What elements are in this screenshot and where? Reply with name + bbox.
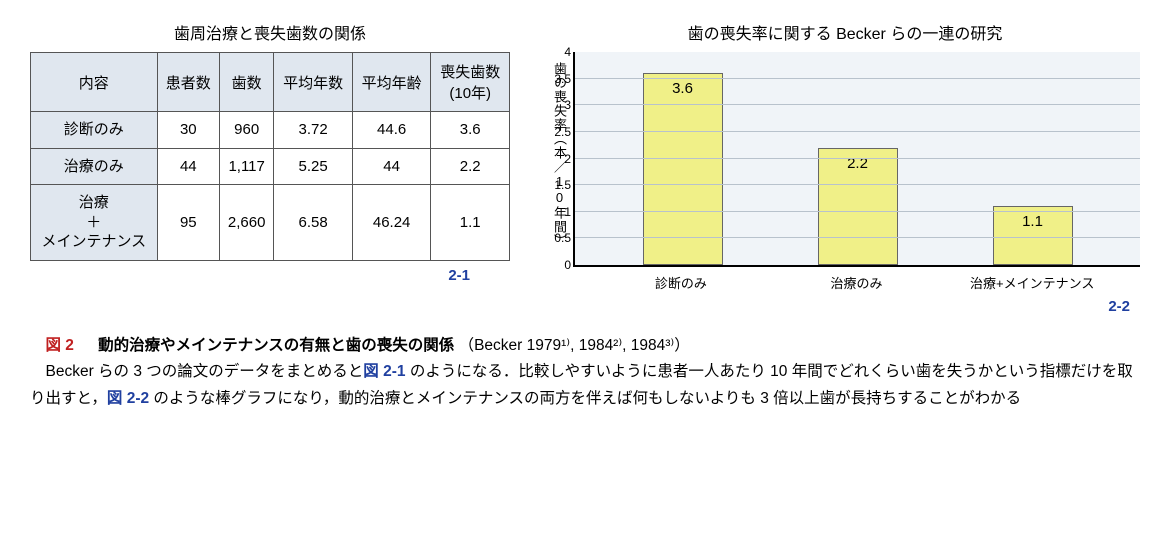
table-row-label: 診断のみ	[31, 112, 158, 149]
chart-xaxis: 診断のみ治療のみ治療+メインテナンス	[573, 267, 1140, 292]
table-row: 診断のみ309603.7244.63.6	[31, 112, 510, 149]
chart-ytick: 0	[541, 258, 571, 272]
chart-xtick: 治療+メインテナンス	[944, 273, 1120, 292]
chart-bar: 2.2	[818, 148, 898, 265]
chart-ylabel: 歯の喪失率（本／10年間）	[550, 52, 573, 292]
chart-grid: 3.62.21.1 00.511.522.533.54	[573, 52, 1140, 267]
chart-bar-label: 3.6	[644, 80, 722, 97]
table-cell: 46.24	[352, 185, 431, 261]
caption-body-pre: Becker らの 3 つの論文のデータをまとめると	[46, 363, 364, 380]
table-header-cell: 平均年齢	[352, 53, 431, 112]
table-header-cell: 内容	[31, 53, 158, 112]
table-title: 歯周治療と喪失歯数の関係	[30, 20, 510, 44]
chart-gridline	[575, 104, 1140, 105]
caption-figno: 図 2	[46, 337, 74, 354]
chart-ytick: 1.5	[541, 178, 571, 192]
chart-xtick: 診断のみ	[593, 273, 769, 292]
figure-caption: 図 2 動的治療やメインテナンスの有無と歯の喪失の関係 （Becker 1979…	[30, 333, 1140, 412]
table-sublabel: 2-1	[30, 267, 510, 284]
table-cell: 6.58	[274, 185, 353, 261]
chart-bars: 3.6 2.2 1.1	[575, 52, 1140, 265]
table-cell: 2,660	[219, 185, 273, 261]
chart-gridline	[575, 237, 1140, 238]
chart-gridline	[575, 184, 1140, 185]
caption-refs: （Becker 1979¹⁾, 1984²⁾, 1984³⁾）	[459, 337, 690, 354]
table-header-cell: 喪失歯数 (10年)	[431, 53, 510, 112]
chart-ytick: 1	[541, 205, 571, 219]
chart-ytick: 3	[541, 98, 571, 112]
table-cell: 3.72	[274, 112, 353, 149]
chart-ytick: 3.5	[541, 72, 571, 86]
table-header-cell: 患者数	[157, 53, 219, 112]
chart-ytick: 0.5	[541, 231, 571, 245]
chart-bar: 1.1	[993, 206, 1073, 265]
caption-figref-1: 図 2-1	[363, 363, 405, 380]
table-cell: 44	[157, 148, 219, 185]
chart-gridline	[575, 211, 1140, 212]
table-cell: 1.1	[431, 185, 510, 261]
caption-title: 動的治療やメインテナンスの有無と歯の喪失の関係	[98, 337, 454, 354]
table-cell: 30	[157, 112, 219, 149]
chart-ytick: 2.5	[541, 125, 571, 139]
caption-body-post: のような棒グラフになり，動的治療とメインテナンスの両方を伴えば何もしないよりも …	[149, 390, 1021, 407]
caption-figref-2: 図 2-2	[107, 390, 149, 407]
data-table: 内容患者数歯数平均年数平均年齢喪失歯数 (10年) 診断のみ309603.724…	[30, 52, 510, 261]
chart-sublabel: 2-2	[550, 298, 1140, 315]
table-cell: 44	[352, 148, 431, 185]
table-panel: 歯周治療と喪失歯数の関係 内容患者数歯数平均年数平均年齢喪失歯数 (10年) 診…	[30, 20, 510, 284]
chart-xtick: 治療のみ	[769, 273, 945, 292]
table-cell: 1,117	[219, 148, 273, 185]
chart-title: 歯の喪失率に関する Becker らの一連の研究	[550, 20, 1140, 44]
table-cell: 5.25	[274, 148, 353, 185]
chart-ytick: 4	[541, 45, 571, 59]
table-header-cell: 平均年数	[274, 53, 353, 112]
chart-bar: 3.6	[643, 73, 723, 265]
table-row-label: 治療 ＋ メインテナンス	[31, 185, 158, 261]
chart-gridline	[575, 158, 1140, 159]
table-cell: 95	[157, 185, 219, 261]
chart-bar-label: 1.1	[994, 213, 1072, 230]
table-cell: 2.2	[431, 148, 510, 185]
table-row-label: 治療のみ	[31, 148, 158, 185]
plot-area: 3.62.21.1 00.511.522.533.54 診断のみ治療のみ治療+メ…	[573, 52, 1140, 292]
figure-panels: 歯周治療と喪失歯数の関係 内容患者数歯数平均年数平均年齢喪失歯数 (10年) 診…	[30, 20, 1140, 315]
table-cell: 960	[219, 112, 273, 149]
table-row: 治療 ＋ メインテナンス952,6606.5846.241.1	[31, 185, 510, 261]
table-cell: 3.6	[431, 112, 510, 149]
table-cell: 44.6	[352, 112, 431, 149]
table-header-cell: 歯数	[219, 53, 273, 112]
table-row: 治療のみ441,1175.25442.2	[31, 148, 510, 185]
chart-gridline	[575, 78, 1140, 79]
chart-gridline	[575, 131, 1140, 132]
chart-panel: 歯の喪失率に関する Becker らの一連の研究 歯の喪失率（本／10年間） 3…	[550, 20, 1140, 315]
chart-ytick: 2	[541, 152, 571, 166]
